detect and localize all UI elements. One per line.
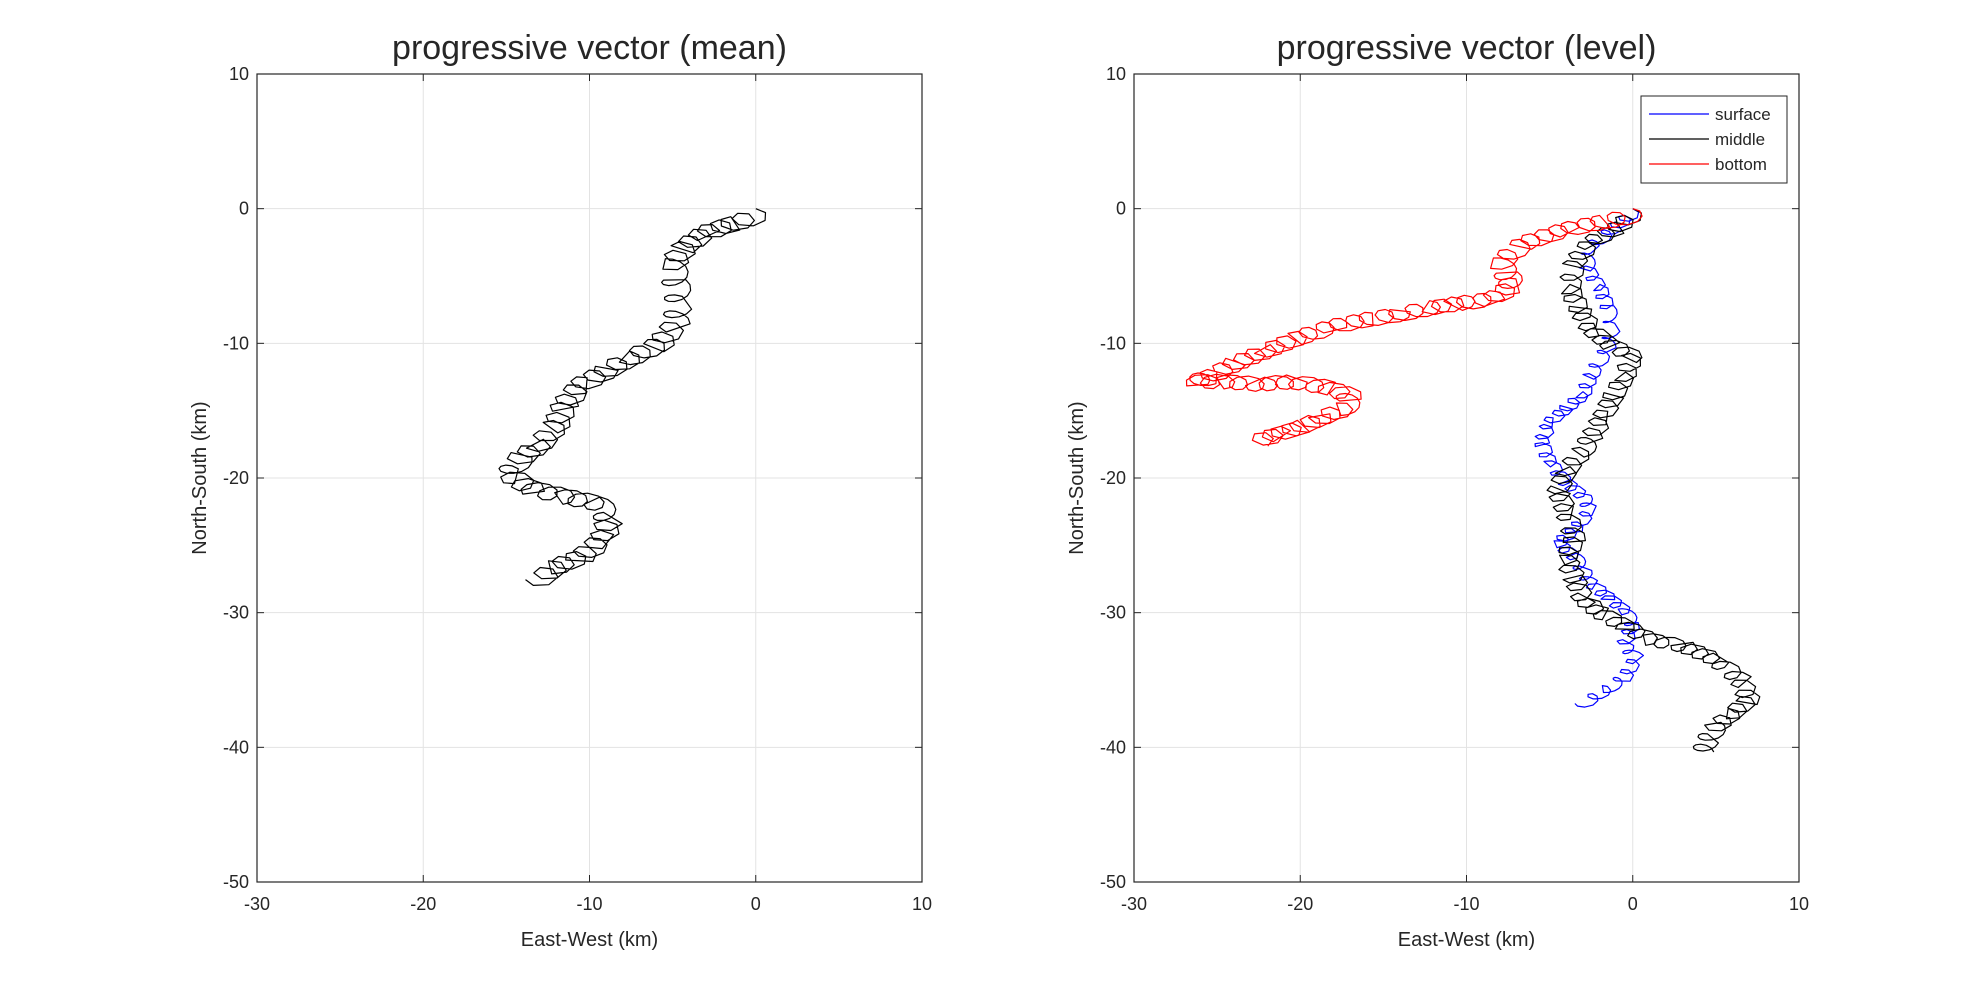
x-tick-label: -20	[410, 894, 436, 914]
legend: surface middle bottom	[1640, 95, 1788, 184]
y-tick-label: -20	[223, 468, 249, 488]
series-line-middle	[1546, 208, 1761, 753]
y-tick-label: 10	[229, 64, 249, 84]
x-tick-label: 0	[751, 894, 761, 914]
y-tick-label: 10	[1106, 64, 1126, 84]
x-tick-label: -20	[1287, 894, 1313, 914]
y-tick-label: -40	[223, 737, 249, 757]
y-tick-label: -10	[223, 333, 249, 353]
y-tick-label: 0	[1116, 199, 1126, 219]
x-tick-label: -10	[1453, 894, 1479, 914]
panel-mean: progressive vector (mean) -30 -20 -10 0 10 10…	[189, 29, 932, 951]
panel-level: progressive vector (level) -30 -20 -10 0 10 1…	[1066, 29, 1809, 951]
y-tick-label: -10	[1100, 333, 1126, 353]
y-tick-label: -30	[1100, 603, 1126, 623]
x-axis-label: East-West (km)	[1398, 929, 1535, 951]
legend-label: surface	[1715, 105, 1771, 124]
x-tick-label: 0	[1628, 894, 1638, 914]
y-tick-label: -20	[1100, 468, 1126, 488]
y-tick-label: 0	[239, 199, 249, 219]
plot-area: -30 -20 -10 0 10 10 0 -10 -20 -30 -40 -50 surface mid…	[1100, 64, 1809, 914]
plot-area: -30 -20 -10 0 10 10 0 -10 -20 -30 -40 -50	[223, 64, 932, 914]
x-tick-label: 10	[912, 894, 932, 914]
legend-label: bottom	[1715, 155, 1767, 174]
chart-title: progressive vector (mean)	[392, 29, 787, 67]
y-axis-label: North-South (km)	[1066, 401, 1088, 554]
y-tick-label: -40	[1100, 737, 1126, 757]
chart-title: progressive vector (level)	[1277, 29, 1657, 67]
x-tick-label: -10	[576, 894, 602, 914]
x-axis-label: East-West (km)	[521, 929, 658, 951]
y-tick-label: -50	[223, 872, 249, 892]
y-axis-label: North-South (km)	[189, 401, 211, 554]
x-tick-label: -30	[244, 894, 270, 914]
legend-box	[1640, 95, 1788, 184]
y-tick-label: -50	[1100, 872, 1126, 892]
x-tick-label: 10	[1789, 894, 1809, 914]
series-line-bottom	[1185, 208, 1643, 447]
series-line	[498, 208, 767, 586]
y-tick-label: -30	[223, 603, 249, 623]
legend-label: middle	[1715, 130, 1765, 149]
series-line-surface	[1534, 208, 1644, 708]
x-tick-label: -30	[1121, 894, 1147, 914]
